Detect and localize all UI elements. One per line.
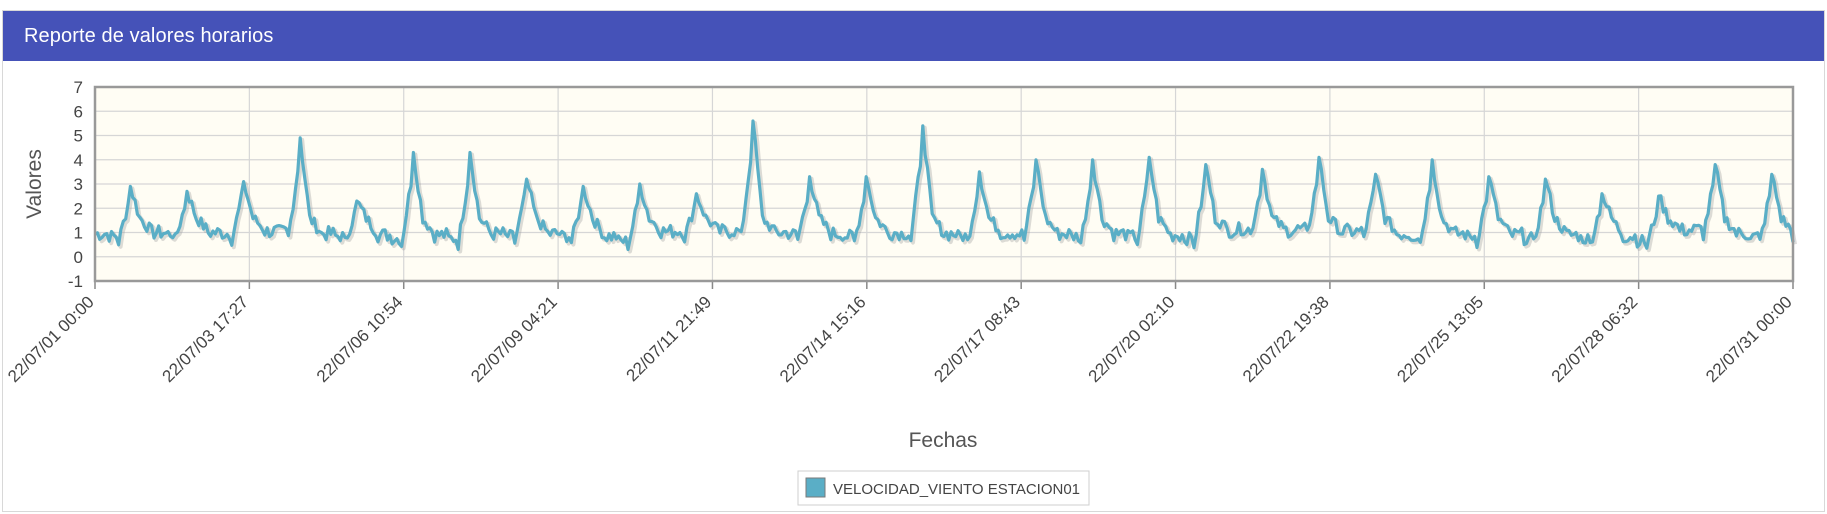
x-tick-label: 22/07/28 06:32 bbox=[1548, 292, 1642, 386]
x-tick-label: 22/07/25 13:05 bbox=[1393, 292, 1487, 386]
y-tick-label: -1 bbox=[68, 272, 83, 291]
panel-title: Reporte de valores horarios bbox=[24, 25, 274, 47]
y-tick-label: 4 bbox=[74, 151, 83, 170]
y-tick-label: 0 bbox=[74, 248, 83, 267]
x-tick-label: 22/07/22 19:38 bbox=[1239, 292, 1333, 386]
y-tick-label: 1 bbox=[74, 224, 83, 243]
y-axis-title: Valores bbox=[23, 149, 46, 219]
y-tick-label: 7 bbox=[74, 78, 83, 97]
x-axis-title: Fechas bbox=[909, 429, 978, 452]
x-tick-label: 22/07/31 00:00 bbox=[1702, 292, 1796, 386]
legend[interactable]: VELOCIDAD_VIENTO ESTACION01 bbox=[797, 470, 1090, 506]
x-tick-label: 22/07/11 21:49 bbox=[623, 292, 716, 385]
x-tick-label: 22/07/01 00:00 bbox=[4, 292, 98, 386]
x-tick-label: 22/07/06 10:54 bbox=[313, 292, 407, 386]
legend-label: VELOCIDAD_VIENTO ESTACION01 bbox=[833, 481, 1080, 498]
x-tick-label: 22/07/14 15:16 bbox=[776, 292, 870, 386]
y-tick-label: 3 bbox=[74, 175, 83, 194]
y-tick-label: 5 bbox=[74, 127, 83, 146]
plot-frame bbox=[93, 85, 1795, 283]
y-axis-ticks: -1 0 1 2 3 4 5 6 7 bbox=[68, 78, 83, 291]
x-axis-ticks: 22/07/01 00:00 22/07/03 17:27 22/07/06 10:… bbox=[4, 281, 1796, 386]
x-tick-label: 22/07/03 17:27 bbox=[159, 292, 253, 386]
y-tick-label: 6 bbox=[74, 102, 83, 121]
series-line[interactable] bbox=[94, 119, 1795, 252]
y-tick-label: 2 bbox=[74, 199, 83, 218]
legend-box bbox=[797, 470, 1090, 506]
legend-swatch bbox=[805, 477, 826, 498]
panel-header: Reporte de valores horarios bbox=[3, 11, 1824, 61]
x-tick-label: 22/07/17 08:43 bbox=[930, 292, 1024, 386]
x-tick-label: 22/07/09 04:21 bbox=[467, 292, 561, 386]
x-tick-label: 22/07/20 02:10 bbox=[1085, 292, 1179, 386]
